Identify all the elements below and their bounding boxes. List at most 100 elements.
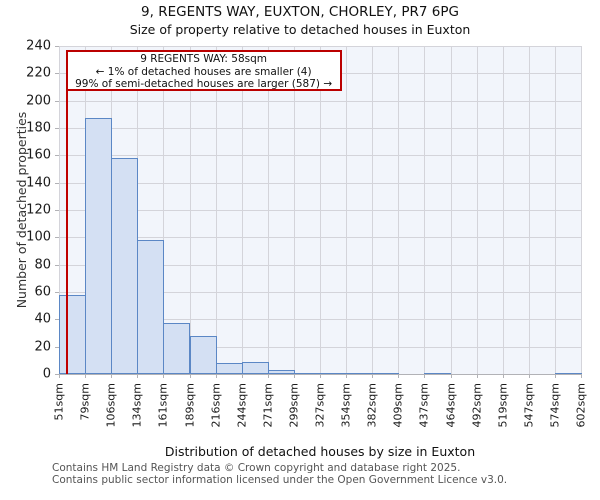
x-tick-label: 382sqm <box>365 383 379 428</box>
y-tick-mark <box>55 73 59 75</box>
x-gridline <box>241 46 243 374</box>
x-tick-mark <box>450 374 452 378</box>
x-tick-label: 547sqm <box>522 383 536 428</box>
annotation-line-3: 99% of semi-detached houses are larger (… <box>75 78 333 90</box>
histogram-bar <box>189 335 217 374</box>
x-tick-label: 409sqm <box>391 383 405 428</box>
x-tick-label: 244sqm <box>235 383 249 428</box>
y-tick-label: 80 <box>34 257 51 273</box>
x-tick-label: 189sqm <box>183 383 196 428</box>
x-tick-mark <box>85 374 87 378</box>
footer: Contains HM Land Registry data © Crown c… <box>52 462 508 486</box>
x-gridline <box>450 46 452 374</box>
x-tick-mark <box>554 374 556 378</box>
y-tick-label: 140 <box>26 175 51 191</box>
x-gridline <box>372 46 374 374</box>
x-tick-mark <box>424 374 426 378</box>
y-tick-mark <box>55 128 59 129</box>
x-gridline <box>59 46 60 374</box>
y-tick-mark <box>55 210 59 211</box>
histogram-bar <box>163 323 191 374</box>
x-tick-label: 437sqm <box>417 383 431 428</box>
y-tick-mark <box>55 292 59 293</box>
x-gridline <box>476 46 478 374</box>
histogram-bar <box>85 118 113 374</box>
histogram-bar <box>215 363 243 374</box>
x-tick-mark <box>528 374 530 378</box>
x-tick-label: 134sqm <box>130 383 144 428</box>
x-tick-mark <box>189 374 191 378</box>
x-tick-label: 519sqm <box>496 383 510 428</box>
histogram-bar <box>111 158 139 374</box>
y-tick-label: 160 <box>26 147 51 163</box>
footer-line-1: Contains HM Land Registry data © Crown c… <box>52 462 461 474</box>
x-tick-mark <box>476 374 478 378</box>
y-tick-mark <box>55 264 59 266</box>
x-gridline <box>398 46 400 374</box>
y-tick-label: 0 <box>42 366 51 382</box>
histogram-bar <box>267 369 295 374</box>
x-gridline <box>502 46 504 374</box>
x-gridline <box>189 46 191 374</box>
x-gridline <box>163 46 165 374</box>
y-tick-mark <box>55 182 59 184</box>
y-tick-mark <box>55 155 59 157</box>
histogram-bar <box>241 361 269 374</box>
annotation-line-2: ← 1% of detached houses are smaller (4) <box>95 65 312 78</box>
x-tick-mark <box>502 374 504 378</box>
x-tick-label: 354sqm <box>339 383 353 428</box>
x-tick-mark <box>59 374 60 378</box>
x-tick-label: 299sqm <box>287 383 301 428</box>
y-tick-label: 60 <box>34 284 51 300</box>
histogram-bar <box>137 240 165 374</box>
y-tick-label: 240 <box>26 38 51 54</box>
x-gridline <box>346 46 348 374</box>
chart-title: 9, REGENTS WAY, EUXTON, CHORLEY, PR7 6PG <box>141 4 459 20</box>
x-gridline <box>581 46 582 374</box>
x-tick-mark <box>137 374 139 378</box>
x-tick-mark <box>267 374 269 378</box>
x-axis-line <box>59 374 581 375</box>
x-tick-label: 106sqm <box>104 383 118 428</box>
y-tick-mark <box>55 319 59 321</box>
y-tick-mark <box>55 346 59 348</box>
x-tick-mark <box>293 374 295 378</box>
x-tick-mark <box>581 374 582 378</box>
property-marker-line <box>65 50 68 374</box>
x-tick-mark <box>241 374 243 378</box>
y-tick-label: 20 <box>34 339 51 355</box>
x-tick-label: 51sqm <box>52 383 66 421</box>
y-tick-mark <box>55 46 59 47</box>
y-tick-label: 200 <box>26 93 51 109</box>
y-tick-label: 100 <box>26 229 51 245</box>
x-tick-label: 216sqm <box>209 383 223 428</box>
x-gridline <box>267 46 269 374</box>
x-tick-label: 464sqm <box>444 383 457 428</box>
x-tick-mark <box>398 374 400 378</box>
x-tick-mark <box>372 374 374 378</box>
x-tick-label: 79sqm <box>78 383 92 421</box>
y-tick-label: 220 <box>26 65 51 81</box>
x-tick-label: 574sqm <box>548 383 562 428</box>
y-tick-mark <box>55 100 59 102</box>
x-gridline <box>554 46 556 374</box>
footer-line-2: Contains public sector information licen… <box>52 473 508 486</box>
y-tick-mark <box>55 374 59 375</box>
y-tick-label: 120 <box>26 202 51 218</box>
x-gridline <box>528 46 530 374</box>
x-tick-label: 327sqm <box>313 383 327 428</box>
annotation-line-1: 9 REGENTS WAY: 58sqm <box>140 53 268 65</box>
x-tick-mark <box>346 374 348 378</box>
y-tick-mark <box>55 237 59 239</box>
x-tick-mark <box>111 374 113 378</box>
x-tick-label: 271sqm <box>261 383 275 428</box>
x-tick-mark <box>320 374 321 378</box>
x-tick-label: 161sqm <box>156 383 170 428</box>
x-axis-title: Distribution of detached houses by size … <box>164 444 476 459</box>
x-gridline <box>293 46 295 374</box>
histogram-bar <box>59 294 87 374</box>
x-gridline <box>424 46 426 374</box>
x-gridline <box>320 46 321 374</box>
chart-subtitle: Size of property relative to detached ho… <box>129 22 471 37</box>
